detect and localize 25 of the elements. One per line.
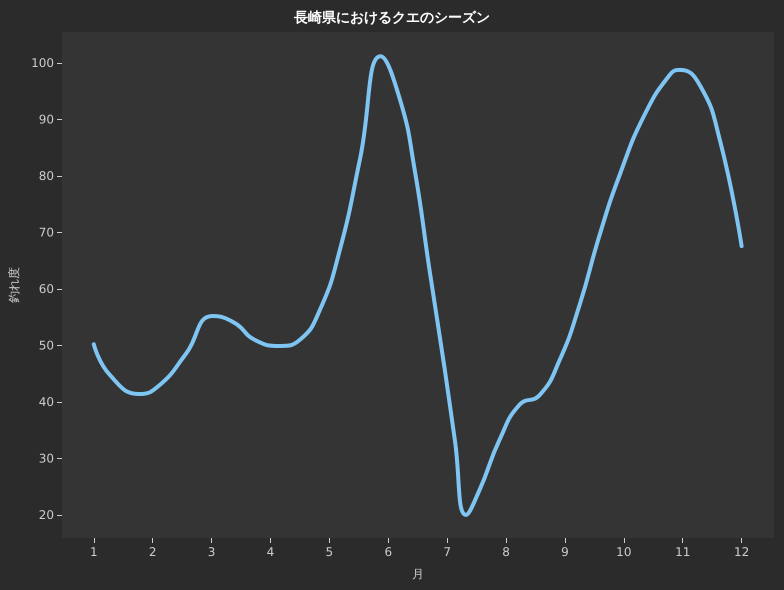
x-tick-label: 4 (266, 545, 274, 559)
x-tick-label: 10 (616, 545, 632, 559)
y-tick-label: 90 (38, 112, 54, 127)
chart-title: 長崎県におけるクエのシーズン (293, 10, 490, 26)
x-axis-title: 月 (412, 567, 424, 581)
x-tick-label: 6 (384, 545, 392, 559)
y-tick-label: 60 (38, 282, 54, 296)
x-tick-label: 8 (502, 545, 510, 559)
x-tick-label: 11 (675, 545, 690, 559)
y-tick-label: 30 (38, 451, 54, 466)
y-tick-label: 40 (38, 394, 54, 409)
x-tick-label: 12 (734, 545, 750, 559)
y-tick-label: 20 (38, 508, 54, 522)
y-tick-label: 70 (38, 225, 54, 240)
x-tick-label: 7 (443, 545, 451, 559)
x-tick-label: 9 (561, 545, 569, 559)
y-tick-label: 50 (38, 338, 54, 352)
line-series (92, 54, 744, 517)
x-tick-label: 5 (326, 545, 334, 559)
x-tick-label: 2 (148, 545, 157, 559)
y-tick-label: 80 (38, 169, 54, 184)
y-axis-title: 釣れ度 (7, 267, 21, 303)
y-tick-label: 100 (31, 56, 54, 70)
x-tick-label: 3 (208, 545, 216, 559)
x-tick-label: 1 (90, 545, 98, 559)
